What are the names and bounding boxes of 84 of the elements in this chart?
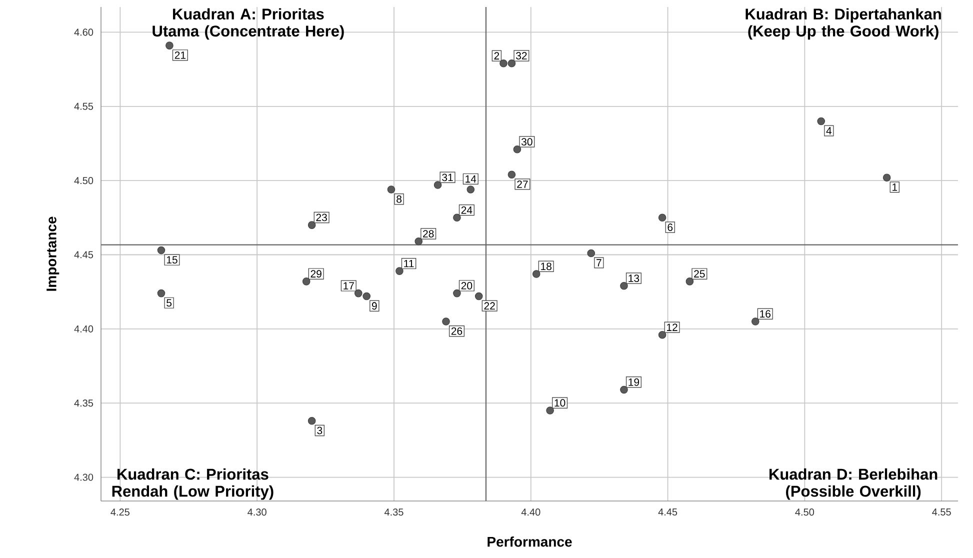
annotation: 17 bbox=[344, 282, 354, 290]
annotation: 3 bbox=[317, 426, 322, 434]
point bbox=[387, 186, 396, 194]
annotation: 9 bbox=[372, 302, 377, 310]
x-tick-label: 4.30 bbox=[248, 508, 266, 516]
point bbox=[354, 289, 362, 298]
annotation: Kuadran D: Berlebihan (Possible Overkill) bbox=[770, 468, 938, 500]
y-tick-label: 4.60 bbox=[74, 28, 94, 36]
point bbox=[308, 221, 316, 229]
annotation: 4 bbox=[826, 127, 832, 134]
point bbox=[546, 406, 554, 414]
x-tick-label: 4.55 bbox=[932, 508, 951, 516]
point bbox=[308, 416, 316, 425]
annotation: 27 bbox=[517, 180, 528, 188]
x-tick-label: 4.35 bbox=[384, 508, 404, 516]
annotation: 25 bbox=[694, 270, 705, 278]
x-axis-title: Performance bbox=[488, 536, 572, 547]
annotation: 1 bbox=[892, 184, 898, 191]
point bbox=[513, 146, 522, 154]
point bbox=[508, 170, 516, 179]
annotation: 10 bbox=[554, 399, 566, 407]
annotation: 30 bbox=[521, 138, 532, 146]
annotation: 5 bbox=[166, 299, 172, 307]
annotation: 23 bbox=[316, 214, 327, 222]
annotation: 21 bbox=[174, 51, 186, 59]
x-tick-label: 4.45 bbox=[658, 508, 678, 516]
annotation: Kuadran A: Prioritas Utama (Concentrate Here) bbox=[152, 8, 344, 40]
point bbox=[474, 292, 483, 300]
annotation: 7 bbox=[596, 259, 602, 266]
point bbox=[453, 289, 461, 298]
point bbox=[302, 278, 310, 286]
annotation: 12 bbox=[667, 324, 678, 331]
point bbox=[686, 278, 694, 286]
point bbox=[587, 249, 596, 258]
annotation: 8 bbox=[396, 195, 402, 203]
annotation: 31 bbox=[442, 174, 453, 182]
annotation: 15 bbox=[166, 256, 178, 264]
annotation: 11 bbox=[404, 260, 414, 268]
annotation: 19 bbox=[628, 378, 640, 386]
x-tick-label: 4.25 bbox=[110, 508, 130, 516]
annotation: Kuadran C: Prioritas Rendah (Low Priority) bbox=[112, 468, 274, 500]
point bbox=[658, 330, 666, 339]
annotation: 13 bbox=[628, 274, 640, 282]
annotation: 29 bbox=[310, 270, 322, 278]
point bbox=[466, 186, 475, 194]
point bbox=[166, 42, 174, 50]
point bbox=[500, 59, 508, 68]
point bbox=[882, 174, 891, 182]
annotation: 28 bbox=[423, 230, 434, 238]
y-axis-title: Importance bbox=[46, 216, 60, 291]
y-tick-label: 4.35 bbox=[74, 400, 94, 407]
point bbox=[157, 246, 166, 254]
annotation: 6 bbox=[668, 224, 673, 231]
y-tick-label: 4.30 bbox=[74, 474, 94, 481]
annotation: 24 bbox=[461, 206, 472, 214]
point bbox=[414, 237, 423, 246]
x-tick-label: 4.50 bbox=[795, 508, 814, 516]
point bbox=[442, 318, 450, 326]
point bbox=[453, 214, 461, 222]
annotation: 20 bbox=[461, 282, 472, 290]
annotation: 18 bbox=[541, 262, 552, 270]
x-tick-label: 4.40 bbox=[521, 508, 540, 516]
annotation: 2 bbox=[494, 52, 500, 60]
y-tick-label: 4.45 bbox=[74, 251, 94, 258]
point bbox=[620, 282, 628, 290]
y-tick-label: 4.50 bbox=[74, 177, 94, 184]
point bbox=[396, 267, 404, 275]
annotation: 26 bbox=[451, 327, 462, 335]
annotation: 14 bbox=[466, 175, 476, 183]
point bbox=[434, 181, 442, 189]
annotation: 16 bbox=[760, 310, 771, 318]
annotation: 22 bbox=[484, 302, 495, 310]
annotation: 32 bbox=[516, 52, 527, 60]
point bbox=[817, 117, 826, 126]
y-tick-label: 4.40 bbox=[74, 325, 94, 332]
point bbox=[508, 59, 516, 68]
y-tick-label: 4.55 bbox=[74, 102, 94, 110]
point bbox=[157, 289, 166, 298]
point bbox=[532, 270, 540, 278]
point bbox=[751, 318, 760, 326]
point bbox=[620, 386, 628, 394]
annotation: Kuadran B: Dipertahankan (Keep Up the Good Work) bbox=[746, 8, 941, 40]
point bbox=[658, 214, 666, 222]
point bbox=[362, 292, 370, 300]
